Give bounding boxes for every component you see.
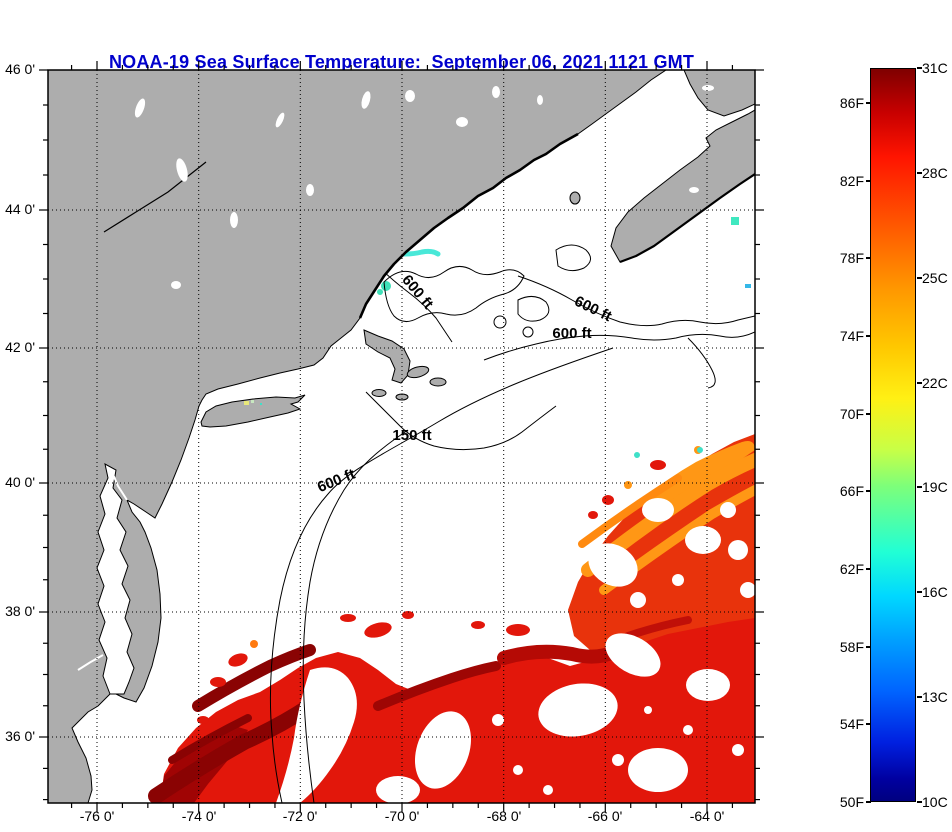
nova-scotia-coast-detail [619, 173, 755, 264]
contour-label-600ft-3: 600 ft [552, 325, 591, 342]
colorbar-gradient [870, 68, 916, 802]
colorbar-tick [866, 645, 871, 648]
colorbar-label: 19C [922, 479, 948, 496]
colorbar-tick [866, 801, 871, 803]
x-axis-labels: -76 0' -74 0' -72 0' -70 0' -68 0' -66 0… [80, 808, 725, 824]
colorbar-tick [917, 696, 922, 699]
colorbar-tick [917, 486, 922, 489]
colorbar-label: 13C [922, 689, 948, 706]
tick-layer [39, 61, 764, 812]
colorbar-label: 66F [839, 483, 864, 500]
y-axis-tick-label: 44 0' [5, 201, 35, 217]
bathymetry-contours [269, 244, 755, 803]
colorbar-tick [917, 381, 922, 384]
colorbar-label: 25C [922, 269, 948, 286]
colorbar-tick [866, 334, 871, 337]
x-axis-tick-label: -74 0' [182, 808, 217, 824]
colorbar-tick [917, 67, 922, 69]
sst-layer [148, 217, 755, 803]
colorbar-tick [866, 101, 871, 104]
colorbar-tick [917, 801, 922, 803]
colorbar: 86F 82F 78F 74F 70F 66F 62F 58F 54F 50F 31C 28C 25C 2… [786, 58, 952, 828]
maine-coast-detail [358, 132, 579, 319]
colorbar-tick [866, 257, 871, 260]
colorbar-label: 50F [839, 794, 864, 810]
colorbar-tick [866, 567, 871, 570]
colorbar-label: 70F [839, 405, 864, 422]
x-axis-tick-label: -76 0' [80, 808, 115, 824]
colorbar-label: 31C [922, 60, 948, 76]
land-layer [48, 70, 755, 803]
x-axis-tick-label: -68 0' [487, 808, 522, 824]
long-island [200, 394, 306, 428]
colorbar-label: 82F [839, 172, 864, 189]
colorbar-tick [866, 490, 871, 493]
y-axis-labels: 46 0' 44 0' 42 0' 40 0' 38 0' 36 0' [5, 61, 35, 744]
colorbar-label: 62F [839, 560, 864, 577]
x-axis-tick-label: -64 0' [690, 808, 725, 824]
cape-breton [683, 70, 755, 117]
grand-manan-island [569, 191, 581, 205]
colorbar-label: 10C [922, 794, 948, 810]
y-axis-tick-label: 46 0' [5, 61, 35, 77]
colorbar-tick [866, 179, 871, 182]
x-axis-tick-label: -72 0' [283, 808, 318, 824]
colorbar-label: 28C [922, 164, 948, 181]
x-axis-tick-label: -66 0' [588, 808, 623, 824]
colorbar-label: 54F [839, 716, 864, 733]
map-canvas: 600 ft 600 ft 600 ft 150 ft 600 ft 46 0'… [5, 61, 764, 824]
contour-label-150ft: 150 ft [392, 427, 431, 444]
y-axis-tick-label: 40 0' [5, 474, 35, 490]
colorbar-label: 16C [922, 584, 948, 601]
colorbar-label: 74F [839, 327, 864, 344]
map-frame [47, 69, 756, 804]
colorbar-tick [866, 723, 871, 726]
colorbar-tick [917, 591, 922, 594]
colorbar-tick [866, 412, 871, 415]
colorbar-tick [917, 171, 922, 174]
colorbar-label: 78F [839, 250, 864, 267]
y-axis-tick-label: 38 0' [5, 603, 35, 619]
colorbar-tick [917, 276, 922, 279]
colorbar-label: 86F [839, 94, 864, 111]
cape-cod [363, 329, 411, 384]
map-area: 600 ft 600 ft 600 ft 150 ft 600 ft 46 0'… [5, 61, 764, 824]
y-axis-tick-label: 36 0' [5, 728, 35, 744]
x-axis-tick-label: -70 0' [385, 808, 420, 824]
y-axis-tick-label: 42 0' [5, 339, 35, 355]
colorbar-label: 22C [922, 374, 948, 391]
colorbar-label: 58F [839, 638, 864, 655]
